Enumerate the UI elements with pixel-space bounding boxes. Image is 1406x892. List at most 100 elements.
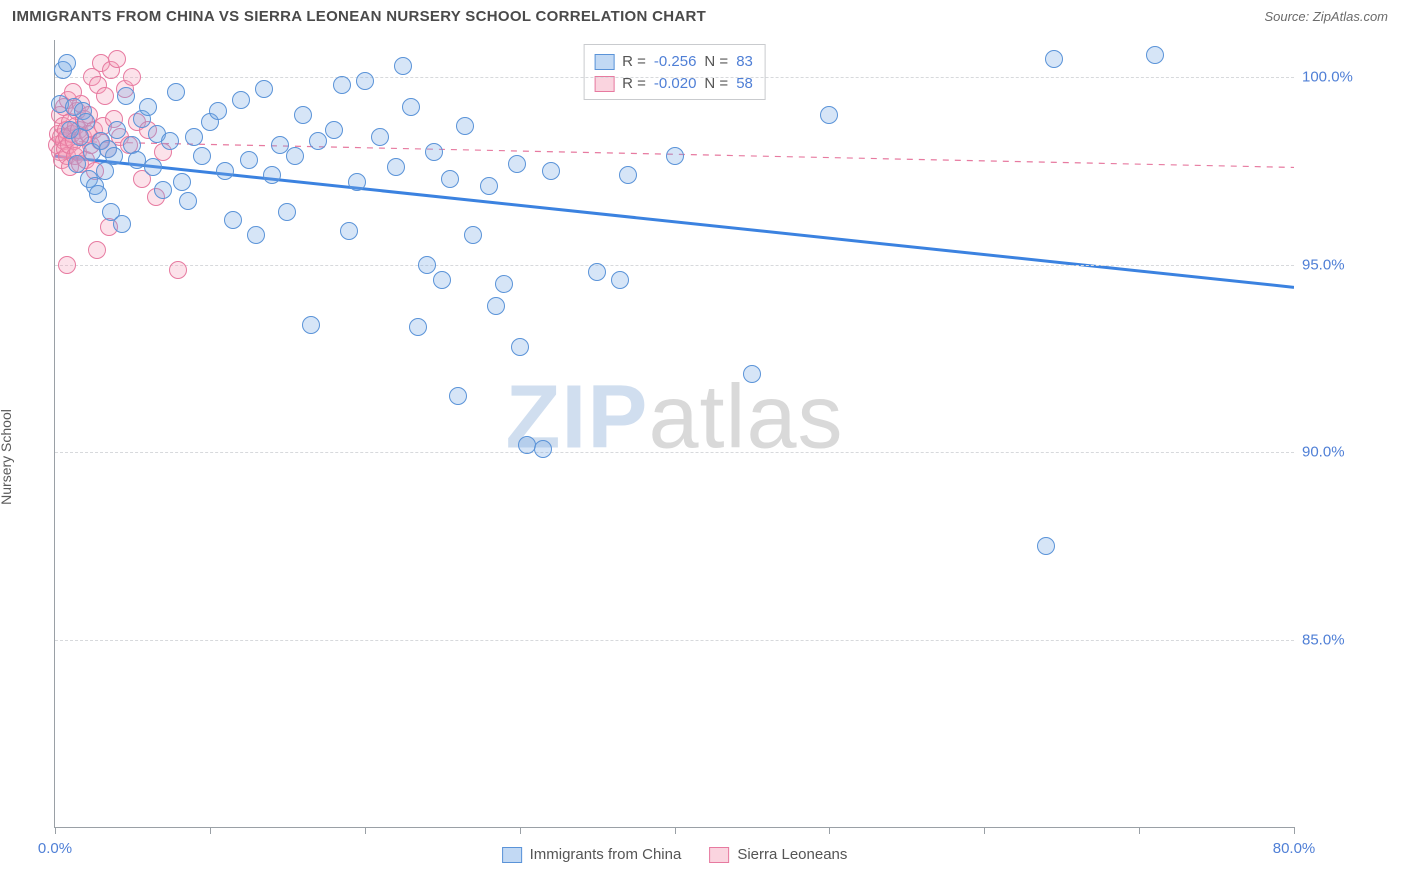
data-point-blue: [247, 226, 265, 244]
data-point-blue: [743, 365, 761, 383]
x-tick: [1139, 827, 1140, 834]
legend-r-label: R =: [622, 51, 646, 73]
data-point-blue: [456, 117, 474, 135]
data-point-blue: [161, 132, 179, 150]
source-label: Source: ZipAtlas.com: [1264, 9, 1388, 24]
gridline-h: [55, 265, 1294, 266]
data-point-pink: [96, 87, 114, 105]
data-point-blue: [173, 173, 191, 191]
data-point-blue: [487, 297, 505, 315]
data-point-pink: [58, 256, 76, 274]
data-point-blue: [402, 98, 420, 116]
data-point-blue: [113, 215, 131, 233]
data-point-blue: [511, 338, 529, 356]
x-tick: [1294, 827, 1295, 834]
data-point-blue: [588, 263, 606, 281]
data-point-blue: [144, 158, 162, 176]
data-point-blue: [348, 173, 366, 191]
legend-n-label: N =: [704, 73, 728, 95]
data-point-blue: [309, 132, 327, 150]
data-point-blue: [1146, 46, 1164, 64]
data-point-blue: [387, 158, 405, 176]
data-point-blue: [89, 185, 107, 203]
data-point-blue: [294, 106, 312, 124]
data-point-blue: [108, 121, 126, 139]
gridline-h: [55, 640, 1294, 641]
data-point-blue: [179, 192, 197, 210]
legend-item: Sierra Leoneans: [709, 846, 847, 863]
data-point-blue: [508, 155, 526, 173]
data-point-blue: [167, 83, 185, 101]
x-tick: [520, 827, 521, 834]
legend-r-label: R =: [622, 73, 646, 95]
x-tick: [984, 827, 985, 834]
legend-swatch-blue: [594, 54, 614, 70]
data-point-blue: [1037, 537, 1055, 555]
data-point-blue: [534, 440, 552, 458]
data-point-blue: [464, 226, 482, 244]
data-point-blue: [193, 147, 211, 165]
legend-label: Sierra Leoneans: [737, 846, 847, 863]
data-point-blue: [449, 387, 467, 405]
data-point-blue: [154, 181, 172, 199]
legend-n-label: N =: [704, 51, 728, 73]
data-point-blue: [117, 87, 135, 105]
data-point-pink: [88, 241, 106, 259]
x-tick: [365, 827, 366, 834]
legend-row: R = -0.020 N = 58: [594, 73, 753, 95]
data-point-blue: [542, 162, 560, 180]
data-point-blue: [619, 166, 637, 184]
data-point-blue: [441, 170, 459, 188]
data-point-blue: [480, 177, 498, 195]
x-tick: [829, 827, 830, 834]
data-point-blue: [286, 147, 304, 165]
data-point-blue: [263, 166, 281, 184]
legend-r-value: -0.256: [654, 51, 697, 73]
legend-n-value: 58: [736, 73, 753, 95]
data-point-blue: [224, 211, 242, 229]
data-point-blue: [278, 203, 296, 221]
legend-r-value: -0.020: [654, 73, 697, 95]
data-point-blue: [302, 316, 320, 334]
data-point-blue: [394, 57, 412, 75]
x-tick: [675, 827, 676, 834]
legend-item: Immigrants from China: [502, 846, 682, 863]
data-point-blue: [325, 121, 343, 139]
data-point-blue: [139, 98, 157, 116]
data-point-blue: [209, 102, 227, 120]
data-point-blue: [77, 113, 95, 131]
x-tick-label: 80.0%: [1273, 840, 1316, 857]
legend-swatch-blue: [502, 847, 522, 863]
data-point-blue: [1045, 50, 1063, 68]
data-point-pink: [169, 261, 187, 279]
legend-swatch-pink: [709, 847, 729, 863]
data-point-blue: [666, 147, 684, 165]
data-point-blue: [271, 136, 289, 154]
data-point-blue: [58, 54, 76, 72]
legend-correlation: R = -0.256 N = 83R = -0.020 N = 58: [583, 44, 766, 100]
data-point-pink: [123, 68, 141, 86]
data-point-blue: [409, 318, 427, 336]
data-point-blue: [433, 271, 451, 289]
x-tick: [210, 827, 211, 834]
data-point-blue: [333, 76, 351, 94]
y-axis-label: Nursery School: [0, 409, 14, 505]
chart-container: Nursery School ZIPatlas R = -0.256 N = 8…: [12, 36, 1394, 878]
data-point-blue: [611, 271, 629, 289]
y-tick-label: 90.0%: [1302, 444, 1386, 461]
data-point-blue: [185, 128, 203, 146]
data-point-blue: [820, 106, 838, 124]
y-tick-label: 95.0%: [1302, 256, 1386, 273]
y-tick-label: 100.0%: [1302, 69, 1386, 86]
x-tick-label: 0.0%: [38, 840, 72, 857]
gridline-h: [55, 77, 1294, 78]
data-point-blue: [418, 256, 436, 274]
data-point-blue: [240, 151, 258, 169]
data-point-pink: [108, 50, 126, 68]
legend-series: Immigrants from China Sierra Leoneans: [502, 846, 848, 863]
data-point-blue: [425, 143, 443, 161]
data-point-blue: [356, 72, 374, 90]
watermark: ZIPatlas: [505, 366, 843, 469]
legend-n-value: 83: [736, 51, 753, 73]
data-point-blue: [371, 128, 389, 146]
